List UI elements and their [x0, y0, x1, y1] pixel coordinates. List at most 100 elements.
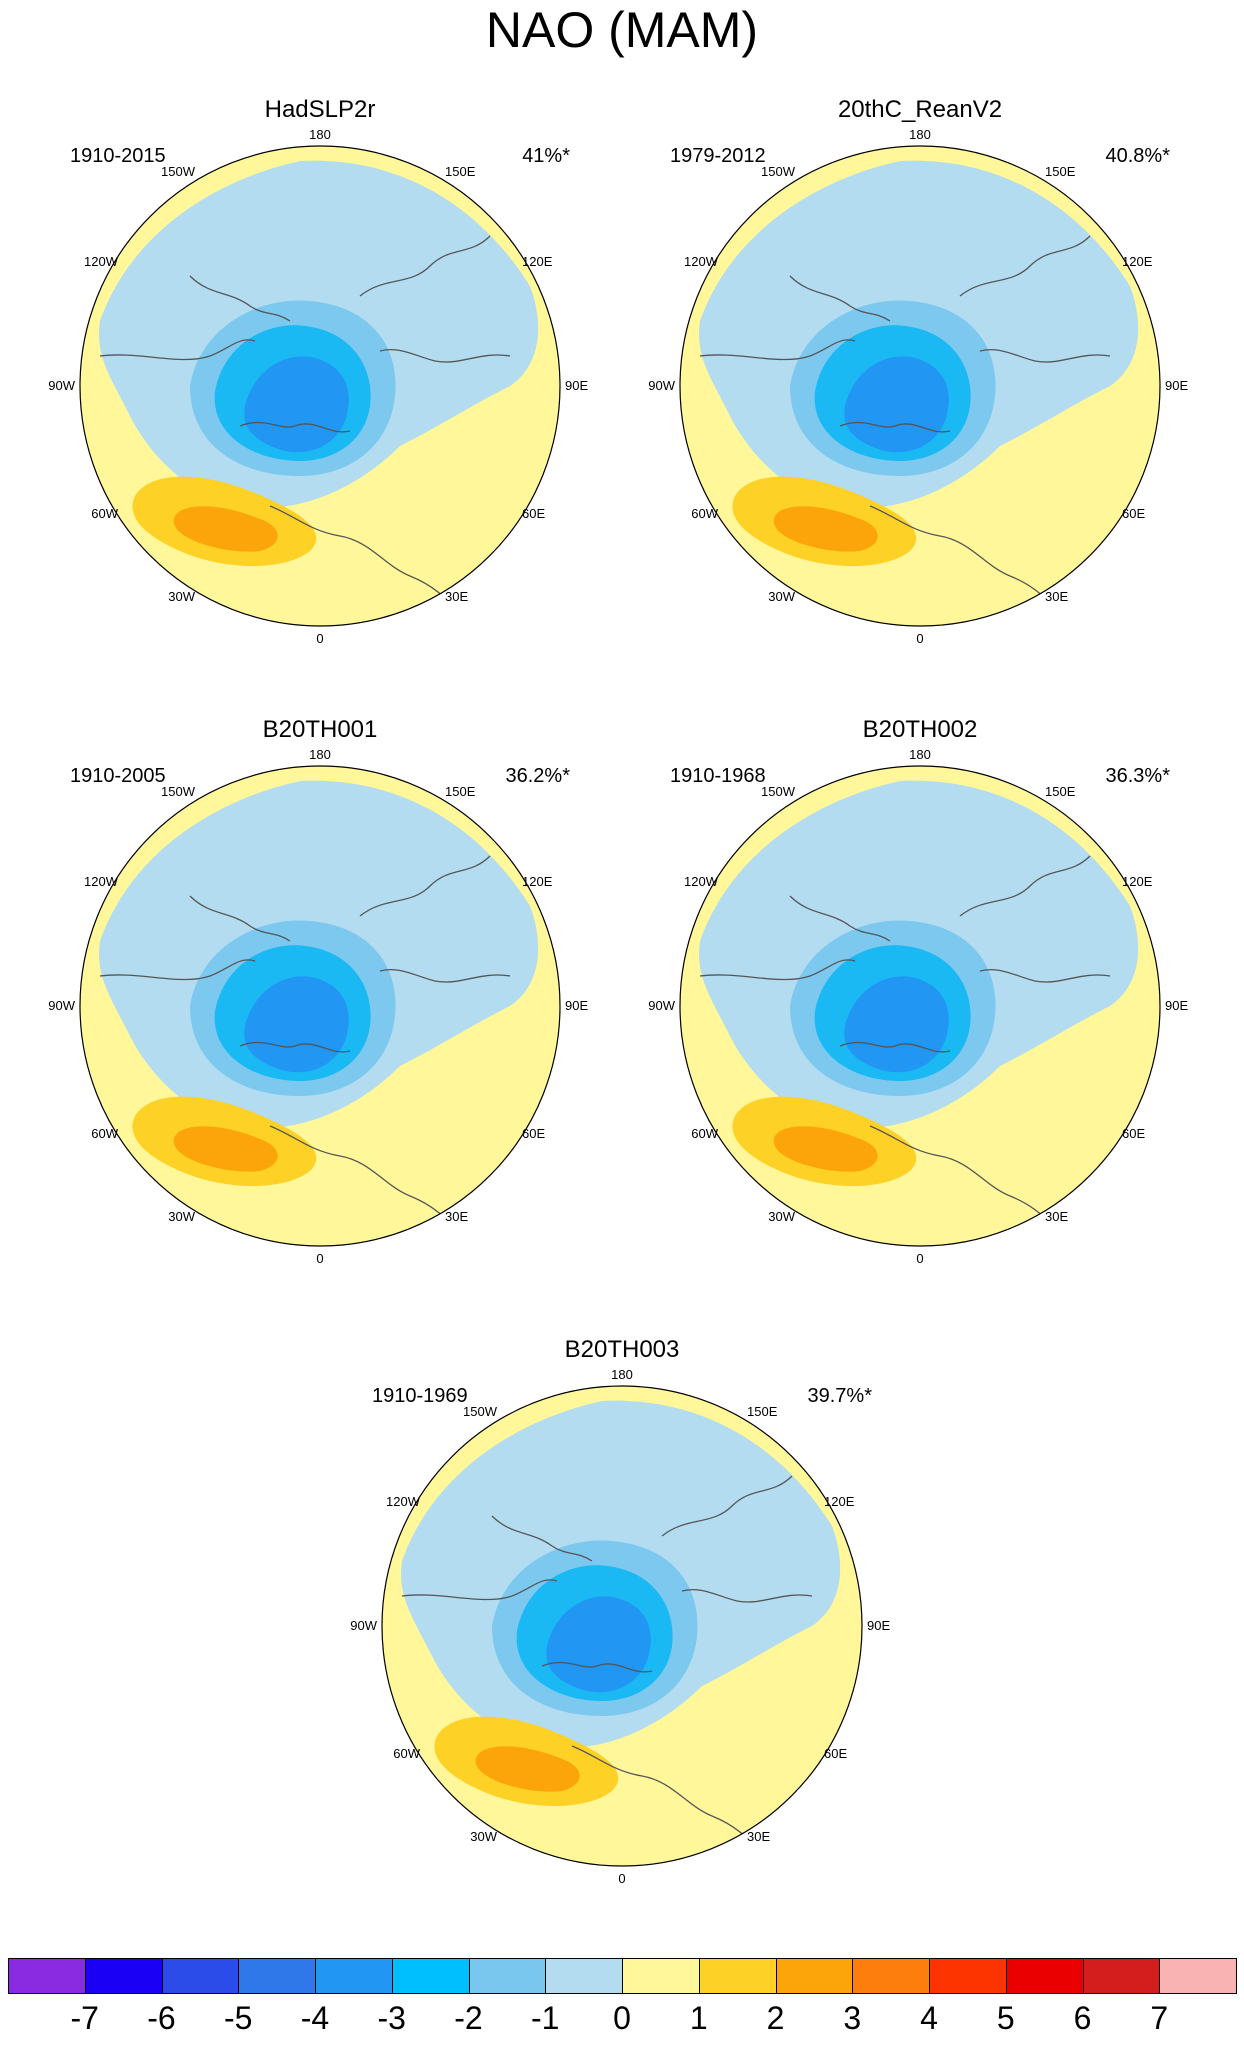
coastlines: [99, 855, 511, 1237]
lon-label-60e: 60E: [824, 1746, 847, 1761]
panel-20thc-reanv2: 20thC_ReanV2 180 0 90W 90E 3: [640, 96, 1200, 696]
polar-stereographic-map: 180 0 90W 90E 30W 30E 60W 60E 120W 120E …: [350, 1367, 890, 1886]
lon-label-150w: 150W: [463, 1404, 498, 1419]
lon-label-150w: 150W: [161, 164, 196, 179]
lon-label-90e: 90E: [565, 998, 588, 1013]
anomaly-region-plus3: [173, 1126, 278, 1172]
explained-variance-label: 36.2%*: [505, 765, 571, 787]
lon-label-60e: 60E: [522, 506, 545, 521]
colorbar-swatch: [468, 1958, 547, 1994]
colorbar-swatch: [929, 1958, 1007, 1994]
colorbar-swatch: [161, 1958, 240, 1994]
panel-b20th001: B20TH001 180 0 90W 90E 30W: [40, 716, 600, 1316]
panel-title: B20TH001: [262, 716, 378, 743]
panel-b20th002: B20TH002 180 0 90W 90E 30W: [640, 716, 1200, 1316]
lon-label-60e: 60E: [1122, 506, 1145, 521]
lon-label-120w: 120W: [84, 874, 119, 889]
colorbar-swatch: [1159, 1958, 1237, 1994]
lon-label-30w: 30W: [768, 1209, 795, 1224]
lon-label-0: 0: [316, 631, 323, 646]
panel-title: B20TH002: [862, 716, 978, 743]
colorbar-swatch: [8, 1958, 86, 1994]
colorbar-swatch: [622, 1958, 700, 1994]
lon-label-180: 180: [309, 747, 331, 762]
lon-label-90w: 90W: [648, 998, 675, 1013]
colorbar-swatch: [238, 1958, 316, 1994]
lon-label-0: 0: [316, 1251, 323, 1266]
lon-label-90e: 90E: [1165, 378, 1188, 393]
colorbar-swatch: [1082, 1958, 1161, 1994]
lon-label-120w: 120W: [386, 1494, 421, 1509]
lon-label-150e: 150E: [445, 784, 476, 799]
lon-label-150w: 150W: [761, 784, 796, 799]
explained-variance-label: 40.8%*: [1105, 145, 1171, 167]
explained-variance-label: 36.3%*: [1105, 765, 1171, 787]
anomaly-region-minus4: [844, 976, 949, 1073]
lon-label-60w: 60W: [691, 1126, 718, 1141]
lon-label-60w: 60W: [393, 1746, 420, 1761]
lon-label-30w: 30W: [768, 589, 795, 604]
lon-label-150e: 150E: [445, 164, 476, 179]
colorbar-tick-label: -1: [531, 2000, 560, 2036]
lon-label-0: 0: [916, 631, 923, 646]
lon-label-180: 180: [909, 747, 931, 762]
panel-title: B20TH003: [564, 1336, 680, 1363]
lon-label-60w: 60W: [91, 506, 118, 521]
lon-label-120e: 120E: [1122, 874, 1153, 889]
lon-label-30w: 30W: [168, 1209, 195, 1224]
lon-label-120e: 120E: [1122, 254, 1153, 269]
period-label: 1910-1968: [670, 765, 766, 787]
colorbar-swatch: [84, 1958, 163, 1994]
lon-label-30w: 30W: [470, 1829, 497, 1844]
anomaly-region-minus4: [546, 1596, 651, 1693]
lon-label-30e: 30E: [1045, 1209, 1068, 1224]
coastlines: [699, 855, 1111, 1237]
colorbar-swatch: [315, 1958, 393, 1994]
figure-title: NAO (MAM): [485, 2, 759, 58]
lon-label-120e: 120E: [522, 874, 553, 889]
lon-label-0: 0: [916, 1251, 923, 1266]
lon-label-120e: 120E: [522, 254, 553, 269]
lon-label-90w: 90W: [48, 378, 75, 393]
lon-label-150e: 150E: [1045, 784, 1076, 799]
colorbar-tick-label: 0: [613, 2000, 631, 2036]
lon-label-30e: 30E: [445, 1209, 468, 1224]
colorbar-tick-label: -6: [147, 2000, 176, 2036]
anomaly-region-minus4: [244, 976, 349, 1073]
anomaly-region-minus4: [244, 356, 349, 453]
lon-label-90e: 90E: [1165, 998, 1188, 1013]
anomaly-region-plus3: [773, 1126, 878, 1172]
colorbar-tick-label: 5: [996, 2000, 1015, 2036]
colorbar-tick-label: -3: [377, 2000, 406, 2036]
lon-label-30e: 30E: [1045, 589, 1068, 604]
lon-label-180: 180: [909, 127, 931, 142]
lon-label-90e: 90E: [867, 1618, 890, 1633]
lon-label-90w: 90W: [350, 1618, 377, 1633]
anomaly-region-minus4: [844, 356, 949, 453]
polar-stereographic-map: 180 0 90W 90E 30W 30E 60W 60E 120W 120E …: [48, 747, 588, 1266]
colorbar-tick-label: -4: [300, 2000, 330, 2036]
lon-label-90e: 90E: [565, 378, 588, 393]
colorbar-swatch: [545, 1958, 623, 1994]
colorbar-tick-label: 1: [689, 2000, 708, 2036]
colorbar-tick-label: -7: [70, 2000, 99, 2036]
lon-label-180: 180: [309, 127, 331, 142]
period-label: 1910-2005: [70, 765, 166, 787]
panel-hadslp2r: HadSLP2r 180 0 90W 90E 30W: [40, 96, 600, 696]
lon-label-30e: 30E: [445, 589, 468, 604]
polar-stereographic-map: 180 0 90W 90E 30W 30E 60W 60E 120W 120E …: [648, 747, 1188, 1266]
colorbar-tick-label: 2: [766, 2000, 785, 2036]
lon-label-120w: 120W: [684, 874, 719, 889]
lon-label-90w: 90W: [48, 998, 75, 1013]
coastlines: [401, 1475, 813, 1857]
lon-label-60e: 60E: [522, 1126, 545, 1141]
lon-label-120e: 120E: [824, 1494, 855, 1509]
lon-label-150w: 150W: [761, 164, 796, 179]
lon-label-60e: 60E: [1122, 1126, 1145, 1141]
lon-label-120w: 120W: [84, 254, 119, 269]
coastlines: [699, 235, 1111, 617]
period-label: 1979-2012: [670, 145, 766, 167]
colorbar-swatch: [1005, 1958, 1084, 1994]
lon-label-150e: 150E: [747, 1404, 778, 1419]
colorbar-tick-label: -5: [224, 2000, 253, 2036]
